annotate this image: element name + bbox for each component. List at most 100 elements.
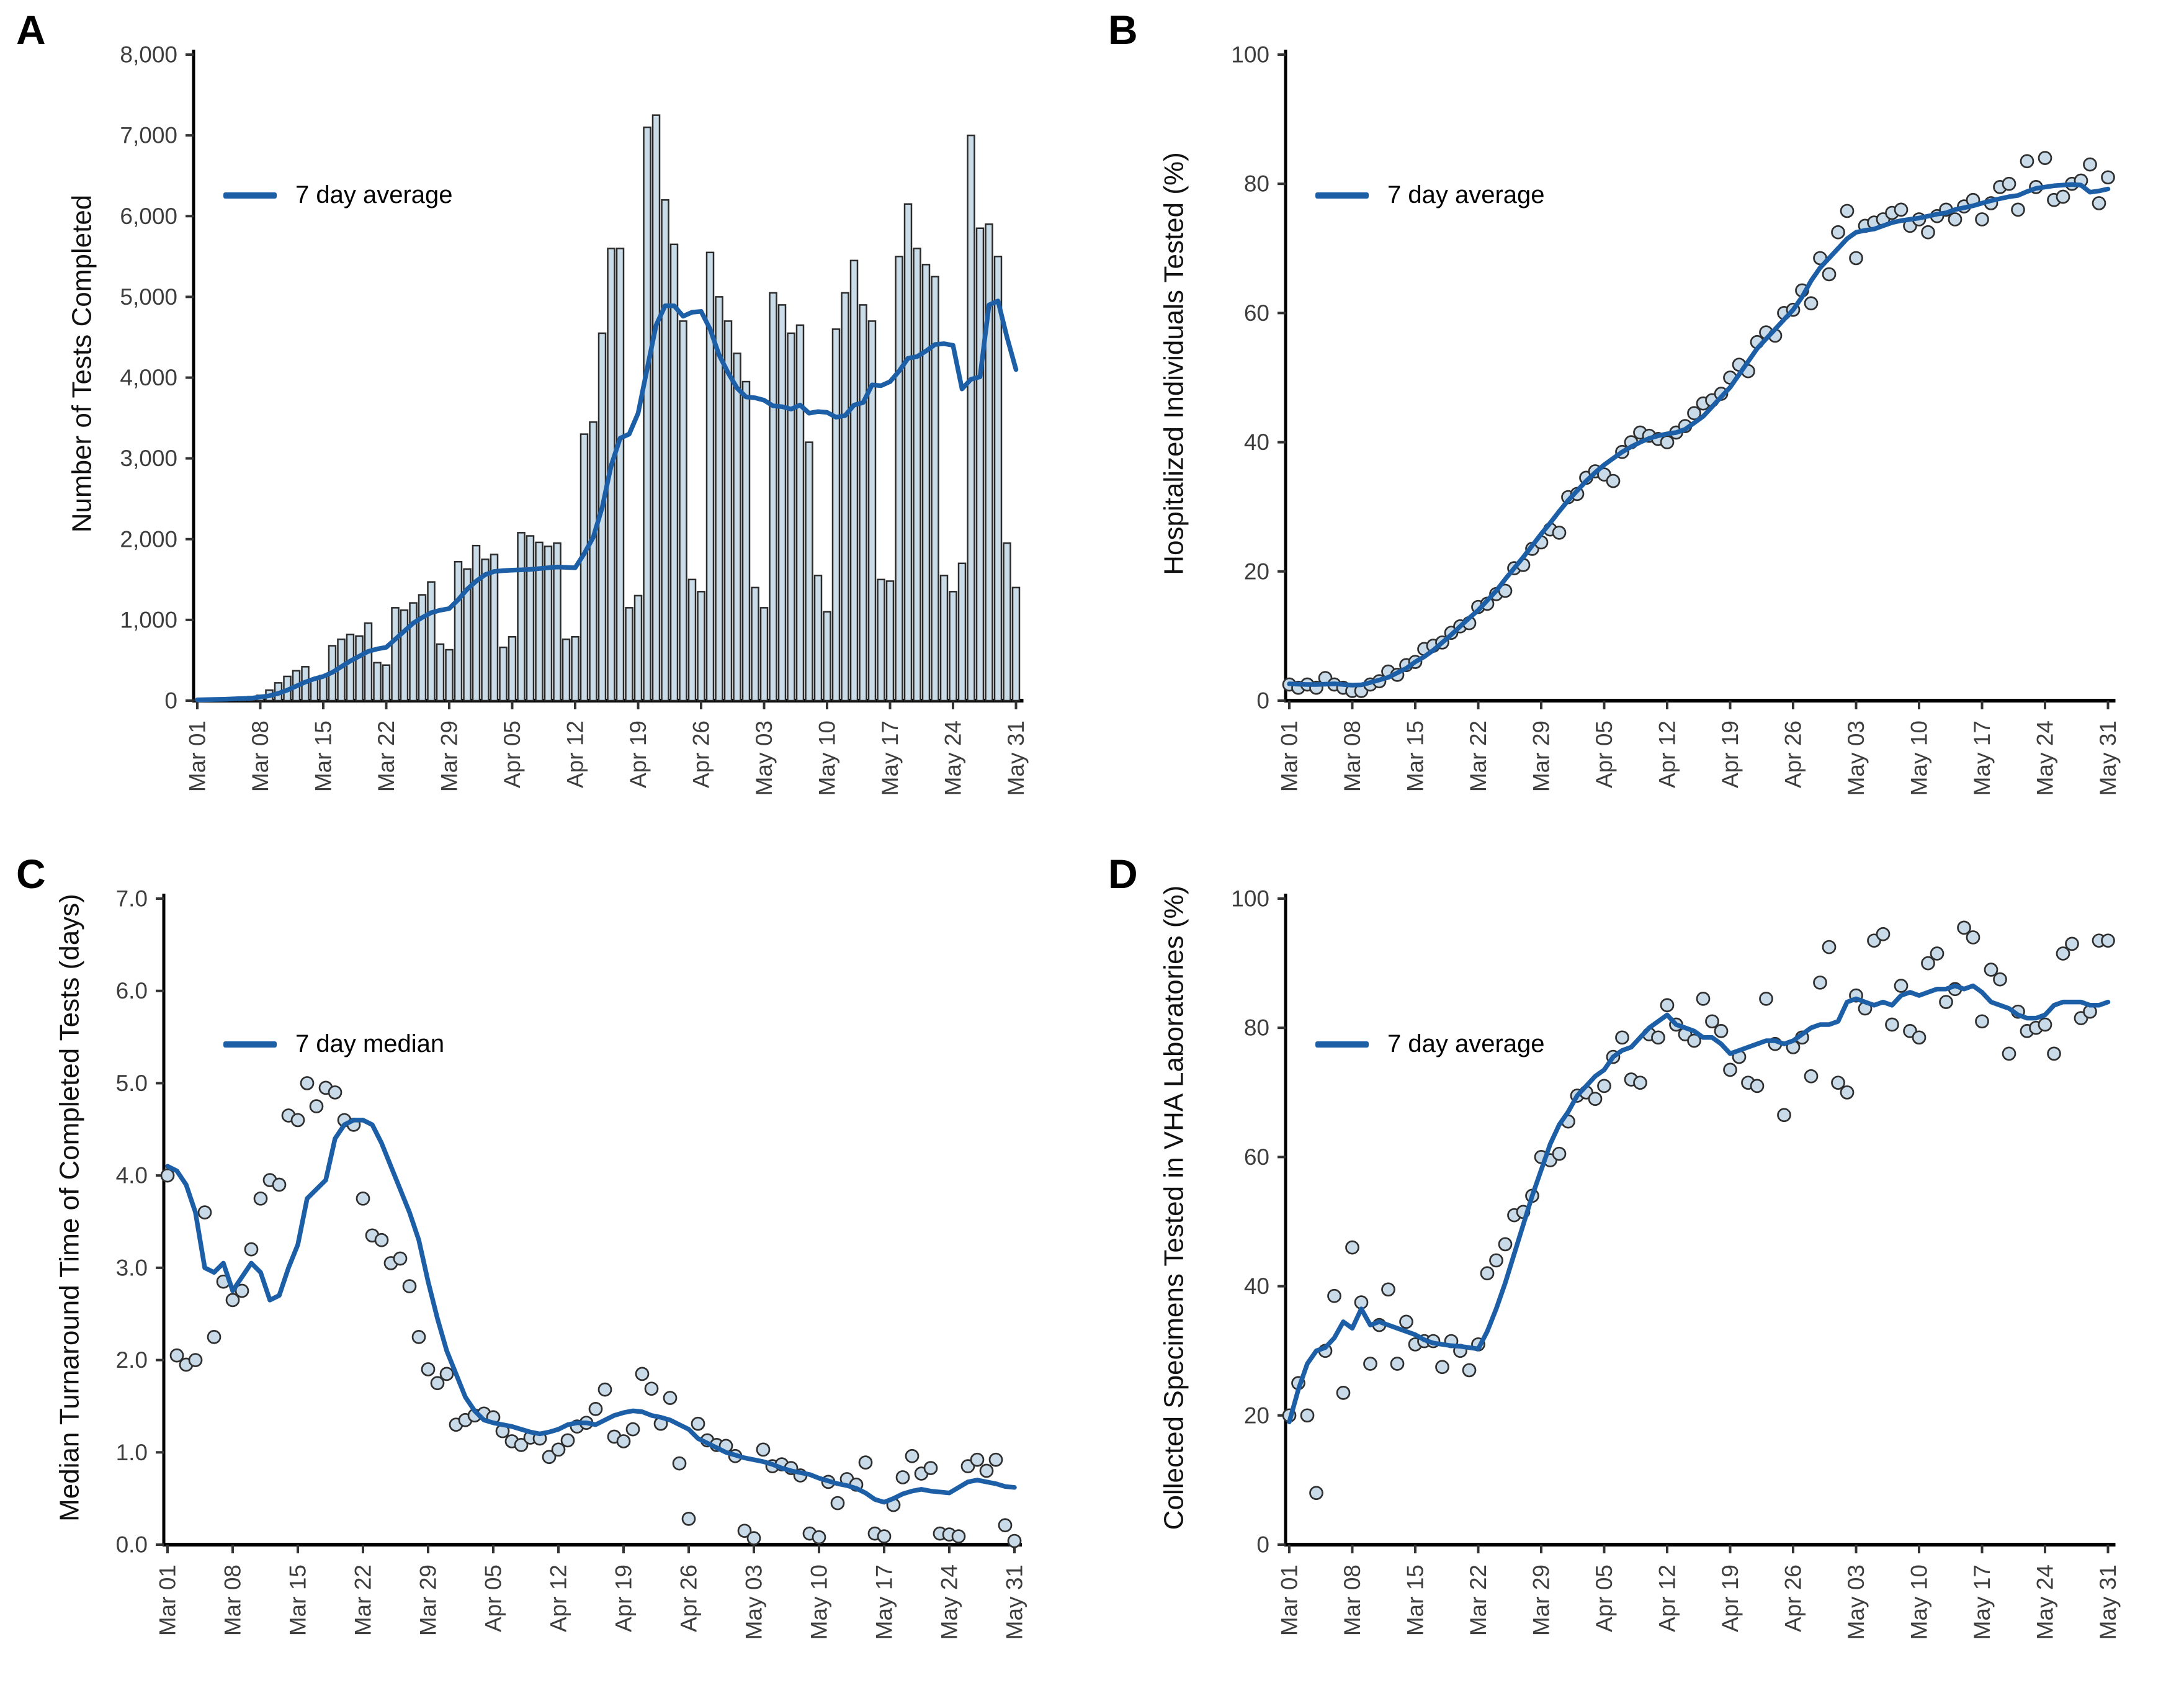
panel-c: 0.0 1.0 2.0 3.0 4.0 5.0 6.0 7.0 Mar 01 Mar 08 Mar …: [0, 844, 1092, 1688]
scatter-point: [1876, 927, 1891, 941]
bar: [723, 320, 733, 702]
y-tick-label: 80: [1244, 1015, 1269, 1041]
scatter-point: [597, 1382, 612, 1397]
x-tick-label: May 03: [1843, 721, 1869, 796]
scatter-point: [2083, 157, 2097, 172]
bar: [364, 622, 373, 702]
scatter-point: [1714, 1024, 1729, 1038]
bar: [535, 541, 544, 702]
scatter-point: [998, 1518, 1013, 1533]
x-tick-label: May 17: [1969, 721, 1995, 796]
scatter-point: [1390, 1357, 1405, 1371]
x-tick-label: May 17: [877, 721, 903, 796]
y-tick-label: 0.0: [116, 1532, 148, 1558]
scatter-point: [1462, 1363, 1477, 1378]
scatter-point: [290, 1113, 305, 1128]
bar: [454, 560, 463, 702]
scatter-point: [923, 1461, 938, 1475]
panel-d-legend: 7 day average: [1315, 1030, 1545, 1058]
scatter-point: [169, 1348, 184, 1363]
scatter-point: [1651, 1030, 1665, 1045]
x-tick-label: May 17: [872, 1565, 897, 1640]
x-tick-label: Mar 15: [1403, 721, 1428, 792]
bar: [463, 568, 472, 702]
bar: [715, 296, 723, 702]
bar: [805, 441, 813, 702]
legend-line-swatch: [223, 192, 277, 199]
scatter-point: [1894, 202, 1909, 217]
scatter-point: [328, 1085, 342, 1100]
scatter-point: [895, 1470, 910, 1484]
x-tick-label: May 24: [937, 1565, 962, 1640]
legend-label: 7 day median: [295, 1030, 445, 1057]
scatter-point: [225, 1293, 240, 1308]
bar: [831, 328, 841, 702]
scatter-point: [830, 1496, 845, 1511]
y-tick-label: 2,000: [120, 526, 177, 552]
y-tick-label: 60: [1244, 300, 1269, 326]
scatter-point: [1840, 204, 1855, 218]
scatter-point: [1606, 474, 1621, 488]
x-tick-label: Apr 26: [689, 721, 714, 788]
x-tick-label: May 03: [751, 721, 777, 796]
x-tick-label: May 24: [2033, 1565, 2058, 1640]
x-tick-label: Mar 22: [1466, 1565, 1491, 1636]
bar: [975, 227, 985, 702]
scatter-point: [951, 1529, 966, 1543]
panel-b-letter: B: [1108, 7, 1138, 53]
scatter-point: [1660, 435, 1675, 449]
x-tick-label: May 31: [1003, 721, 1029, 796]
y-tick-label: 20: [1244, 1403, 1269, 1428]
x-tick-label: Mar 08: [1340, 721, 1365, 792]
scatter-point: [430, 1376, 445, 1391]
bar: [931, 276, 939, 702]
scatter-point: [625, 1422, 640, 1437]
bar: [877, 578, 885, 702]
scatter-point: [309, 1099, 324, 1113]
bar: [1011, 586, 1021, 702]
bar: [310, 678, 319, 702]
bar: [823, 611, 831, 702]
y-tick-label: 40: [1244, 1273, 1269, 1299]
y-tick-label: 2.0: [116, 1347, 148, 1373]
panel-c-plot: 0.0 1.0 2.0 3.0 4.0 5.0 6.0 7.0 Mar 01 Mar 08 Mar …: [116, 886, 1027, 1640]
bar: [1003, 542, 1011, 702]
scatter-point: [681, 1512, 696, 1526]
scatter-point: [1975, 212, 1989, 227]
scatter-point: [1921, 225, 1935, 240]
x-tick-label: Mar 29: [1529, 1565, 1554, 1636]
bar: [705, 251, 715, 702]
scatter-point: [979, 1463, 994, 1478]
scatter-point: [1831, 225, 1845, 240]
scatter-point: [514, 1438, 529, 1452]
scatter-point: [877, 1529, 892, 1543]
bar: [885, 580, 895, 702]
scatter-point: [2101, 170, 2115, 185]
bar: [913, 248, 921, 702]
scatter-point: [1804, 296, 1819, 311]
x-tick-label: Apr 19: [1717, 721, 1743, 788]
x-tick-label: May 31: [2095, 1565, 2121, 1640]
x-tick-label: Apr 05: [1591, 721, 1617, 788]
x-tick-label: Apr 12: [546, 1565, 571, 1632]
y-tick-label: 7,000: [120, 123, 177, 148]
panel-d-plot: 0 20 40 60 80 100 Mar 01 Mar 08 Mar 15 Mar 22 Mar …: [1231, 886, 2121, 1640]
scatter-point: [644, 1381, 659, 1396]
scatter-point: [421, 1362, 436, 1376]
bar: [382, 664, 391, 702]
legend-line-swatch: [1315, 192, 1369, 199]
scatter-point: [1993, 972, 2007, 987]
x-tick-label: May 10: [1907, 721, 1932, 796]
x-tick-label: Mar 29: [1529, 721, 1554, 792]
x-tick-label: Mar 29: [437, 721, 462, 792]
scatter-point: [672, 1456, 687, 1471]
scatter-point: [1759, 992, 1773, 1006]
scatter-point: [858, 1455, 873, 1470]
bar: [651, 114, 661, 702]
y-tick-label: 6.0: [116, 978, 148, 1003]
panel-c-y-axis-title: Median Turnaround Time of Completed Test…: [54, 894, 85, 1522]
bar: [661, 199, 669, 702]
bar: [741, 380, 751, 702]
scatter-point: [588, 1402, 603, 1416]
